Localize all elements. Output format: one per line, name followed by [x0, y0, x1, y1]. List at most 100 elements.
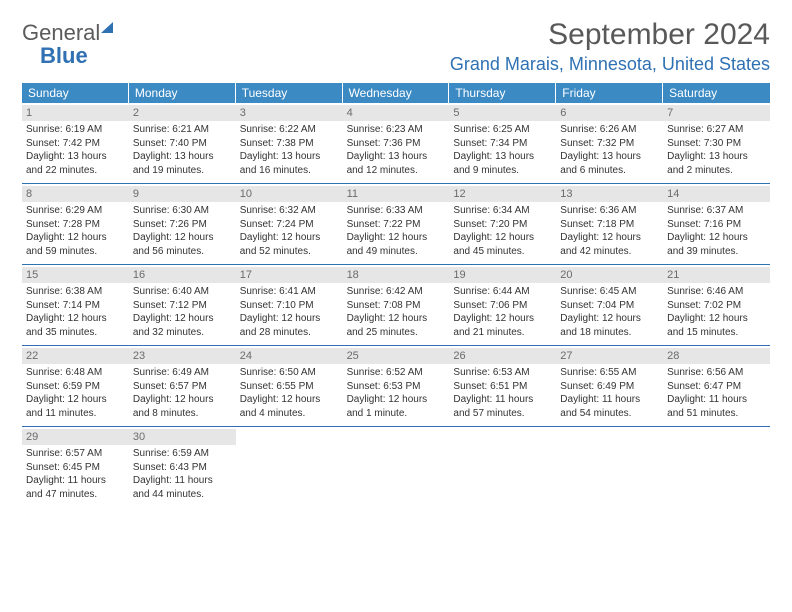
sunset-text: Sunset: 7:32 PM [560, 137, 659, 151]
calendar-cell: 14 Sunrise: 6:37 AMSunset: 7:16 PMDayligh… [663, 184, 770, 264]
dow-saturday: Saturday [663, 83, 770, 103]
sunset-text: Sunset: 6:51 PM [453, 380, 552, 394]
daylight-text: Daylight: 13 hours and 12 minutes. [347, 150, 446, 177]
sunset-text: Sunset: 7:12 PM [133, 299, 232, 313]
calendar-cell: 7Sunrise: 6:27 AMSunset: 7:30 PMDaylight… [663, 103, 770, 183]
dow-row: Sunday Monday Tuesday Wednesday Thursday… [22, 83, 770, 103]
week-row: 8Sunrise: 6:29 AMSunset: 7:28 PMDaylight… [22, 184, 770, 265]
daylight-text: Daylight: 12 hours and 56 minutes. [133, 231, 232, 258]
sunset-text: Sunset: 7:20 PM [453, 218, 552, 232]
day-number: 19 [449, 267, 556, 283]
week-row: 22Sunrise: 6:48 AMSunset: 6:59 PMDayligh… [22, 346, 770, 427]
sunrise-text: Sunrise: 6:50 AM [240, 366, 339, 380]
day-number: 26 [449, 348, 556, 364]
sunrise-text: Sunrise: 6:56 AM [667, 366, 766, 380]
weeks-container: 1Sunrise: 6:19 AMSunset: 7:42 PMDaylight… [22, 103, 770, 507]
dow-thursday: Thursday [449, 83, 556, 103]
day-number: 3 [236, 105, 343, 121]
calendar-cell: 24Sunrise: 6:50 AMSunset: 6:55 PMDayligh… [236, 346, 343, 426]
sunrise-text: Sunrise: 6:37 AM [667, 204, 766, 218]
logo-blue: Blue [40, 43, 88, 68]
sunset-text: Sunset: 7:18 PM [560, 218, 659, 232]
calendar-cell: 11Sunrise: 6:33 AMSunset: 7:22 PMDayligh… [343, 184, 450, 264]
sunrise-text: Sunrise: 6:26 AM [560, 123, 659, 137]
logo: General Blue [22, 22, 113, 68]
daylight-text: Daylight: 12 hours and 42 minutes. [560, 231, 659, 258]
day-number: 15 [22, 267, 129, 283]
sunset-text: Sunset: 7:34 PM [453, 137, 552, 151]
daylight-text: Daylight: 12 hours and 15 minutes. [667, 312, 766, 339]
sunset-text: Sunset: 7:38 PM [240, 137, 339, 151]
day-number: 27 [556, 348, 663, 364]
day-number: 20 [556, 267, 663, 283]
calendar-cell: 1Sunrise: 6:19 AMSunset: 7:42 PMDaylight… [22, 103, 129, 183]
daylight-text: Daylight: 13 hours and 22 minutes. [26, 150, 125, 177]
day-number: 29 [22, 429, 129, 445]
daylight-text: Daylight: 12 hours and 8 minutes. [133, 393, 232, 420]
daylight-text: Daylight: 12 hours and 11 minutes. [26, 393, 125, 420]
dow-wednesday: Wednesday [343, 83, 450, 103]
sunset-text: Sunset: 7:02 PM [667, 299, 766, 313]
daylight-text: Daylight: 13 hours and 6 minutes. [560, 150, 659, 177]
calendar-cell: 20Sunrise: 6:45 AMSunset: 7:04 PMDayligh… [556, 265, 663, 345]
calendar-cell: 6 Sunrise: 6:26 AMSunset: 7:32 PMDaylight… [556, 103, 663, 183]
dow-friday: Friday [556, 83, 663, 103]
day-number: 23 [129, 348, 236, 364]
calendar-cell: 29Sunrise: 6:57 AMSunset: 6:45 PMDayligh… [22, 427, 129, 507]
sunrise-text: Sunrise: 6:49 AM [133, 366, 232, 380]
sunset-text: Sunset: 6:49 PM [560, 380, 659, 394]
sunrise-text: Sunrise: 6:29 AM [26, 204, 125, 218]
sunset-text: Sunset: 6:57 PM [133, 380, 232, 394]
day-number: 24 [236, 348, 343, 364]
calendar-cell: 22Sunrise: 6:48 AMSunset: 6:59 PMDayligh… [22, 346, 129, 426]
sunset-text: Sunset: 6:59 PM [26, 380, 125, 394]
day-number: 5 [449, 105, 556, 121]
daylight-text: Daylight: 12 hours and 1 minute. [347, 393, 446, 420]
sunset-text: Sunset: 7:42 PM [26, 137, 125, 151]
daylight-text: Daylight: 11 hours and 54 minutes. [560, 393, 659, 420]
calendar-cell: 16Sunrise: 6:40 AMSunset: 7:12 PMDayligh… [129, 265, 236, 345]
calendar-cell: 23 Sunrise: 6:49 AMSunset: 6:57 PMDayligh… [129, 346, 236, 426]
sunrise-text: Sunrise: 6:53 AM [453, 366, 552, 380]
day-number: 30 [129, 429, 236, 445]
daylight-text: Daylight: 11 hours and 51 minutes. [667, 393, 766, 420]
day-number: 2 [129, 105, 236, 121]
day-number: 1 [22, 105, 129, 121]
day-number: 16 [129, 267, 236, 283]
calendar-cell: 10Sunrise: 6:32 AMSunset: 7:24 PMDayligh… [236, 184, 343, 264]
day-number: 21 [663, 267, 770, 283]
calendar-cell: 28Sunrise: 6:56 AMSunset: 6:47 PMDayligh… [663, 346, 770, 426]
day-number: 12 [449, 186, 556, 202]
daylight-text: Daylight: 11 hours and 47 minutes. [26, 474, 125, 501]
sunset-text: Sunset: 7:30 PM [667, 137, 766, 151]
sunrise-text: Sunrise: 6:45 AM [560, 285, 659, 299]
sunrise-text: Sunrise: 6:36 AM [560, 204, 659, 218]
sunrise-text: Sunrise: 6:57 AM [26, 447, 125, 461]
day-number: 6 [556, 105, 663, 121]
week-row: 1Sunrise: 6:19 AMSunset: 7:42 PMDaylight… [22, 103, 770, 184]
sunrise-text: Sunrise: 6:25 AM [453, 123, 552, 137]
daylight-text: Daylight: 13 hours and 9 minutes. [453, 150, 552, 177]
sunset-text: Sunset: 7:10 PM [240, 299, 339, 313]
calendar-cell: 4Sunrise: 6:23 AMSunset: 7:36 PMDaylight… [343, 103, 450, 183]
month-title: September 2024 [450, 18, 770, 52]
daylight-text: Daylight: 12 hours and 39 minutes. [667, 231, 766, 258]
sunrise-text: Sunrise: 6:59 AM [133, 447, 232, 461]
daylight-text: Daylight: 12 hours and 25 minutes. [347, 312, 446, 339]
sunset-text: Sunset: 7:28 PM [26, 218, 125, 232]
dow-sunday: Sunday [22, 83, 129, 103]
day-number: 11 [343, 186, 450, 202]
calendar-cell: 3Sunrise: 6:22 AMSunset: 7:38 PMDaylight… [236, 103, 343, 183]
daylight-text: Daylight: 13 hours and 19 minutes. [133, 150, 232, 177]
calendar-cell: 13Sunrise: 6:36 AMSunset: 7:18 PMDayligh… [556, 184, 663, 264]
sunset-text: Sunset: 7:16 PM [667, 218, 766, 232]
calendar-cell [449, 427, 556, 507]
calendar-cell: 18Sunrise: 6:42 AMSunset: 7:08 PMDayligh… [343, 265, 450, 345]
sunrise-text: Sunrise: 6:34 AM [453, 204, 552, 218]
daylight-text: Daylight: 12 hours and 45 minutes. [453, 231, 552, 258]
daylight-text: Daylight: 12 hours and 28 minutes. [240, 312, 339, 339]
day-number: 4 [343, 105, 450, 121]
calendar-cell: 5 Sunrise: 6:25 AMSunset: 7:34 PMDaylight… [449, 103, 556, 183]
calendar-cell: 21Sunrise: 6:46 AMSunset: 7:02 PMDayligh… [663, 265, 770, 345]
day-number: 14 [663, 186, 770, 202]
